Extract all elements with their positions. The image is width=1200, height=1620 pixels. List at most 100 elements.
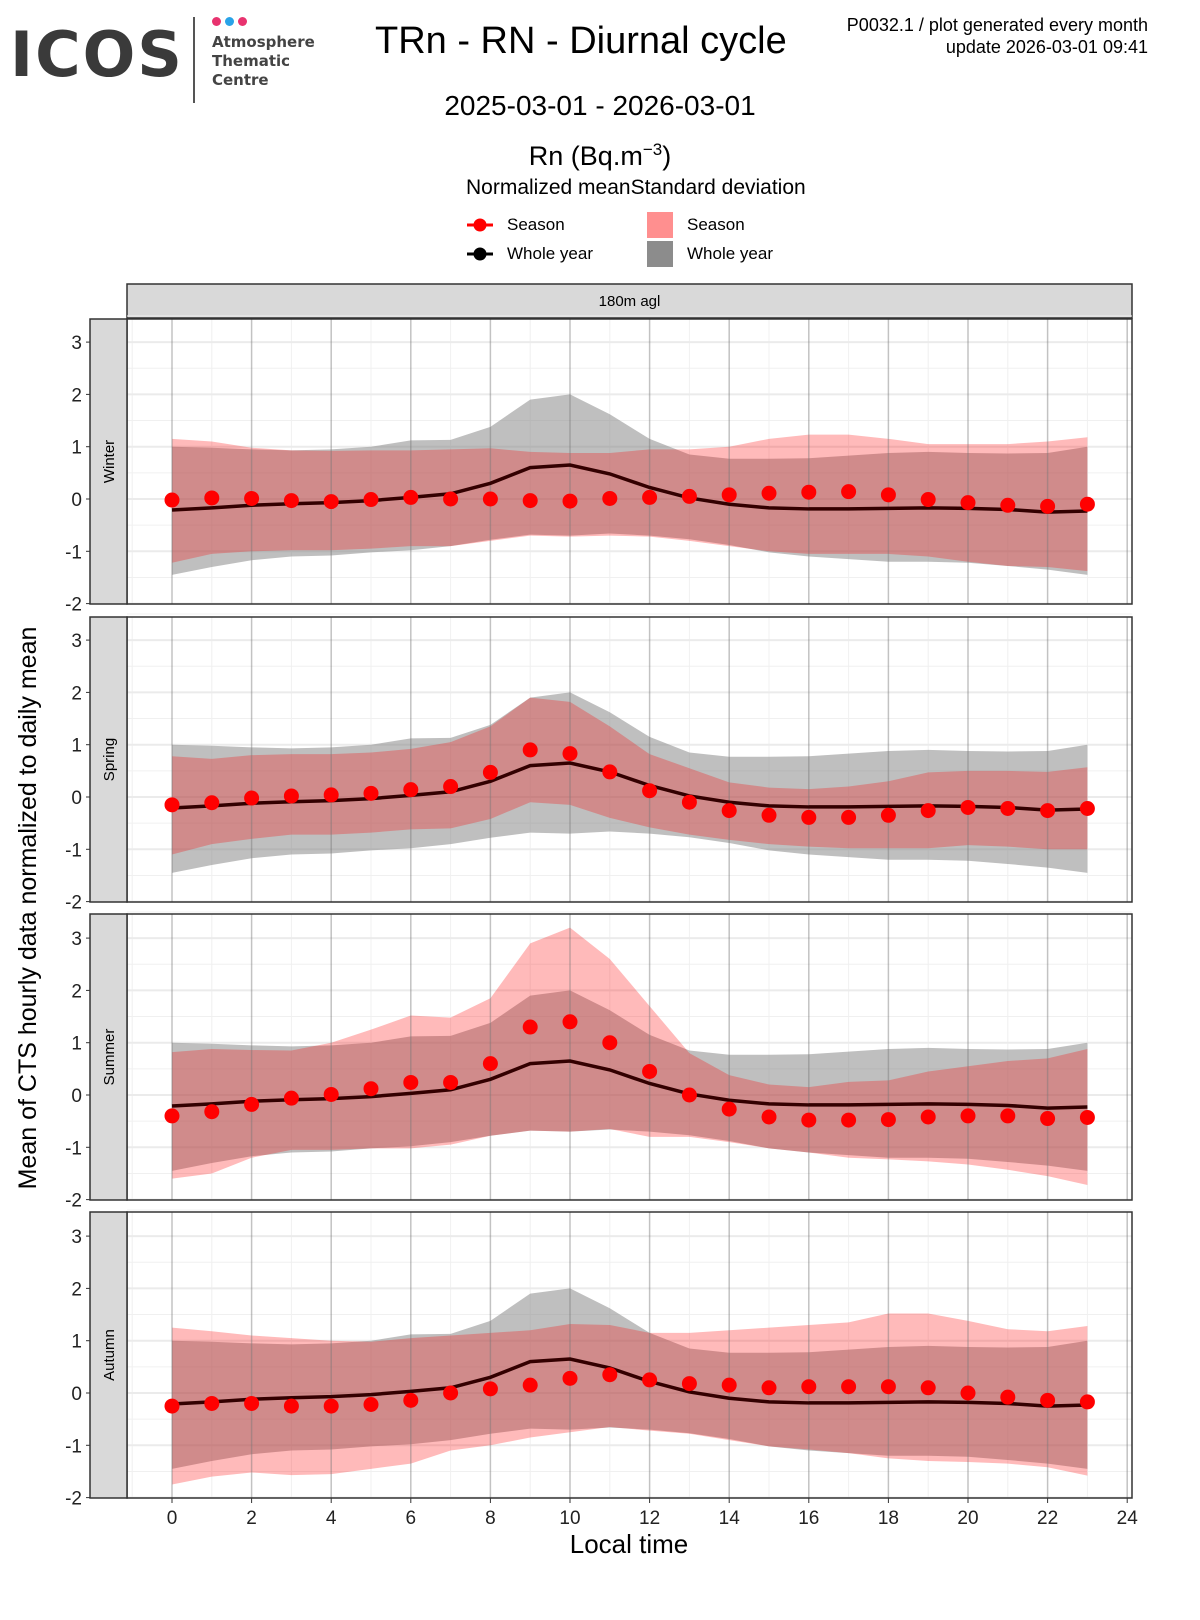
season-sd-band [172,1313,1088,1485]
season-mean-point [642,1063,658,1079]
x-tick-label: 14 [719,1508,741,1529]
x-tick-label: 8 [485,1508,496,1529]
season-mean-point [721,487,737,503]
season-mean-point [801,1379,817,1395]
update-time: update 2026-03-01 09:41 [945,37,1148,57]
y-tick-label: 2 [71,385,82,406]
unit-close: ) [662,141,672,171]
season-mean-point [562,746,578,762]
season-mean-point [642,783,658,799]
chart-title: TRn - RN - Diurnal cycle [375,20,787,62]
season-mean-point [1040,1392,1056,1408]
season-mean-point [642,1372,658,1388]
season-mean-point [801,1112,817,1128]
y-tick-label: -2 [65,1489,82,1510]
y-tick-label: 1 [71,438,82,459]
season-mean-point [801,484,817,500]
logo-separator [193,17,195,103]
season-mean-point [522,1019,538,1035]
panel-autumn: Autumn -2 -1 0 1 2 3 [65,1209,1133,1510]
whole-year-sd-band [172,990,1088,1171]
season-mean-point [1040,498,1056,514]
legend-sd-whole-year: Whole year [687,244,773,263]
logo-subtitle-line: Atmosphere [212,33,315,51]
y-tick-label: 1 [71,1332,82,1353]
panel-summer: Summer -2 -1 0 1 2 3 [65,911,1133,1212]
season-mean-point [244,790,260,806]
legend-sd-whole-year-swatch [647,241,673,267]
y-tick-label: 2 [71,1279,82,1300]
y-tick-label: 3 [71,333,82,354]
season-mean-point [642,489,658,505]
season-mean-point [880,807,896,823]
season-mean-point [681,488,697,504]
season-mean-point [363,1081,379,1097]
whole-year-sd-band [172,394,1088,575]
logo-subtitle-line: Thematic [212,52,291,70]
unit-base: Rn (Bq.m [528,141,643,171]
season-mean-point [283,1398,299,1414]
season-mean-point [562,1014,578,1030]
y-tick-label: -2 [65,1191,82,1212]
season-mean-point [920,492,936,508]
season-mean-point [1079,1109,1095,1125]
season-mean-point [323,787,339,803]
y-tick-label: 0 [71,1086,82,1107]
plot-id: P0032.1 / plot generated every month [846,15,1148,35]
season-mean-point [960,799,976,815]
season-mean-point [880,487,896,503]
season-mean-point [204,795,220,811]
season-mean-point [443,1385,459,1401]
season-mean-point [920,1380,936,1396]
season-mean-point [761,807,777,823]
season-mean-point [761,485,777,501]
season-mean-point [244,1096,260,1112]
season-mean-point [841,809,857,825]
season-mean-point [283,1090,299,1106]
legend-title: Normalized meanStandard deviation [466,176,806,200]
season-mean-point [1000,801,1016,817]
season-mean-point [960,495,976,511]
season-mean-point [880,1379,896,1395]
season-mean-point [323,1086,339,1102]
legend-mean-whole-year: Whole year [507,244,593,263]
season-mean-point [721,803,737,819]
season-mean-point [920,1109,936,1125]
season-mean-point [522,1377,538,1393]
y-tick-label: -2 [65,595,82,616]
season-mean-point [522,493,538,509]
season-mean-point [204,1104,220,1120]
legend-title-sd: Standard deviation [630,176,806,199]
season-mean-point [1000,1389,1016,1405]
y-tick-label: 3 [71,929,82,950]
season-mean-point [1079,801,1095,817]
season-mean-point [920,803,936,819]
x-tick-label: 6 [406,1508,417,1529]
y-tick-label: 2 [71,981,82,1002]
season-mean-point [244,490,260,506]
season-mean-point [283,493,299,509]
legend-season-point-icon [473,218,487,232]
logo-dot-icon [238,17,247,26]
facet-label-height: 180m agl [599,293,661,310]
logo-subtitle-line: Centre [212,71,269,89]
legend-whole-year-point-icon [473,247,487,261]
season-mean-point [562,493,578,509]
season-mean-point [1000,497,1016,513]
y-tick-label: -1 [65,1436,82,1457]
x-tick-label: 20 [957,1508,978,1529]
whole-year-mean-line [171,761,1088,812]
season-mean-point [522,742,538,758]
facet-label-season: Winter [101,440,118,483]
season-mean-point [681,1376,697,1392]
season-mean-point [681,1087,697,1103]
season-mean-point [403,1392,419,1408]
season-mean-point [443,491,459,507]
y-tick-label: 1 [71,1034,82,1055]
legend: Season Whole year Season Whole year [465,205,795,267]
y-tick-label: 1 [71,736,82,757]
legend-sd-season-swatch [647,212,673,238]
whole-year-sd-band [172,692,1088,873]
y-tick-label: -1 [65,1138,82,1159]
facet-label-season: Summer [101,1029,118,1086]
